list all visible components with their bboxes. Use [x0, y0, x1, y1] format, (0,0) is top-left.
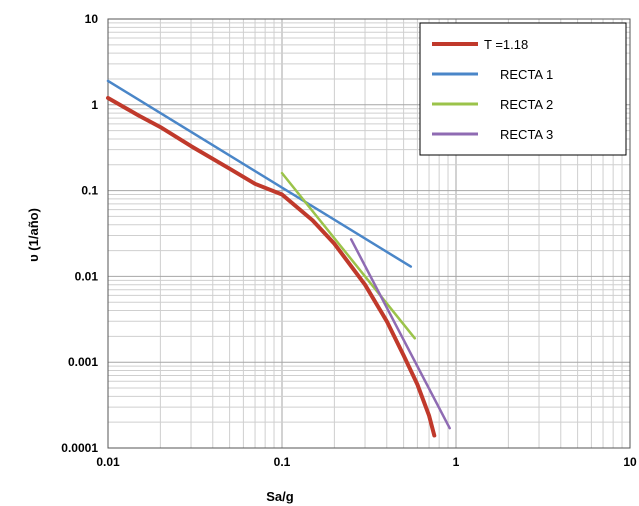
y-tick-label: 0.1	[81, 184, 98, 198]
series-layer	[106, 79, 451, 438]
x-tick-label: 0.1	[274, 455, 291, 469]
legend-label-recta-2: RECTA 2	[500, 97, 553, 112]
x-tick-label: 0.01	[96, 455, 120, 469]
x-tick-label: 10	[623, 455, 637, 469]
plot-area-border	[107, 18, 631, 449]
legend-label-t118: T =1.18	[484, 37, 528, 52]
series-line-recta-1	[106, 79, 413, 268]
series-line-t-1-18	[106, 96, 437, 438]
y-tick-label: 0.0001	[61, 441, 98, 455]
series-line-recta-2	[280, 171, 417, 340]
legend: T =1.18 RECTA 1 RECTA 2 RECTA 3	[419, 22, 627, 156]
x-tick-label: 1	[453, 455, 460, 469]
y-tick-label: 10	[85, 12, 99, 26]
legend-label-recta-1: RECTA 1	[500, 67, 553, 82]
legend-label-recta-3: RECTA 3	[500, 127, 553, 142]
x-axis-title: Sa/g	[266, 489, 294, 504]
y-tick-label: 1	[91, 98, 98, 112]
grid	[107, 19, 630, 449]
y-axis-title: υ (1/año)	[26, 208, 41, 262]
y-tick-label: 0.001	[68, 355, 98, 369]
y-tick-label: 0.01	[75, 269, 99, 283]
tick-labels: 0.01 0.1 1 10 10 1 0.1 0.01 0.001 0.0001	[61, 12, 637, 469]
series-line-recta-3	[349, 238, 451, 430]
